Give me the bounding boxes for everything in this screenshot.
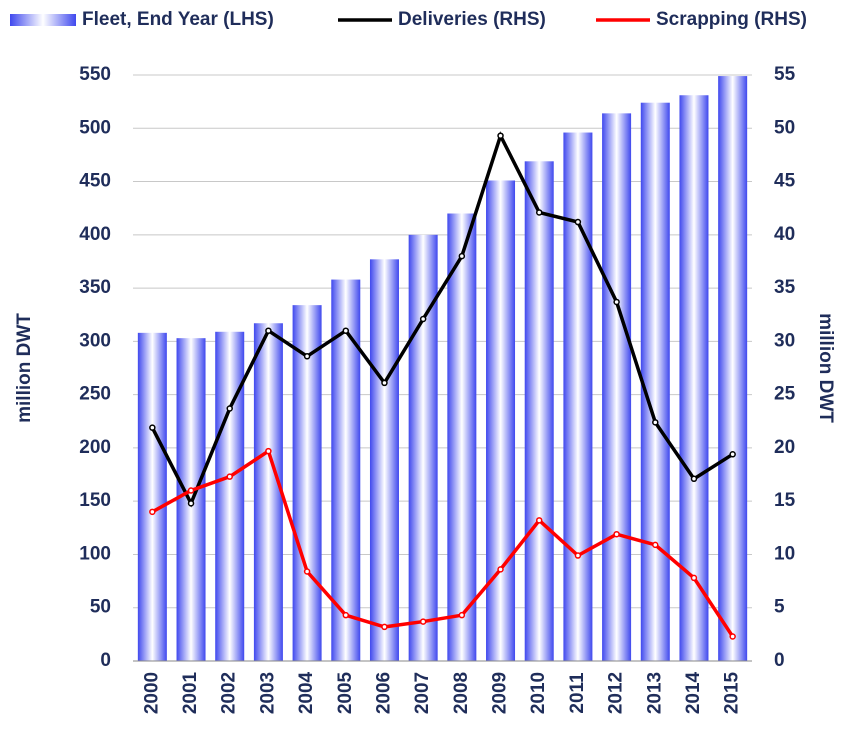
marker [265,447,272,455]
y2-tick-label: 55 [774,64,796,85]
x-tick-label: 2001 [180,671,201,714]
legend-label: Fleet, End Year (LHS) [82,9,274,30]
bar [563,132,593,661]
y-tick-label: 150 [79,490,111,511]
legend-swatch [10,14,76,26]
marker [458,611,466,619]
x-tick-label: 2013 [644,672,665,714]
x-tick-label: 2005 [335,671,356,714]
marker [652,419,659,426]
marker [303,353,311,360]
marker [342,327,350,334]
marker [381,623,388,631]
legend-label: Scrapping (RHS) [656,9,807,30]
y2-tick-label: 30 [774,330,795,351]
y-tick-label: 550 [79,64,111,85]
x-tick-label: 2014 [683,671,704,714]
bar [718,76,748,662]
marker [574,552,582,559]
bar [215,331,245,661]
marker [535,209,543,216]
marker [226,473,233,480]
x-tick-label: 2006 [373,672,394,714]
y-tick-label: 450 [79,171,111,192]
x-tick-label: 2010 [528,672,549,714]
y-tick-label: 200 [79,437,111,458]
x-tick-label: 2009 [490,672,511,714]
y-tick-label: 350 [79,277,111,298]
x-tick-label: 2011 [567,672,588,714]
marker [690,574,698,582]
marker [265,327,272,334]
marker [342,611,350,619]
y-tick-label: 250 [79,384,111,405]
bar [524,161,554,661]
bar [640,102,670,661]
bar [137,332,167,661]
bar [253,323,283,661]
y2-tick-label: 10 [774,543,795,564]
y-tick-label: 0 [100,650,111,671]
marker [381,379,388,387]
bar [292,305,322,661]
bar [679,95,709,661]
y-tick-label: 500 [79,117,111,138]
marker [497,132,504,139]
y-tick-label: 300 [79,330,111,351]
y2-tick-label: 40 [774,224,795,245]
marker [652,541,659,549]
line [151,448,735,638]
x-tick-label: 2015 [722,671,743,714]
marker [535,517,543,524]
bar [486,180,516,662]
marker [574,218,582,226]
y2-tick-label: 15 [774,490,796,511]
marker [613,530,620,538]
marker [226,405,233,412]
y-tick-label: 100 [79,543,111,564]
marker [419,315,427,323]
y2-tick-label: 0 [774,650,785,671]
y-tick-label: 50 [90,597,111,618]
y2-axis-label: million DWT [815,313,836,423]
y2-tick-label: 25 [774,384,796,405]
y2-tick-label: 20 [774,437,795,458]
bar [369,259,399,661]
y2-tick-label: 45 [774,171,796,192]
x-tick-label: 2000 [141,672,162,714]
marker [729,451,736,458]
bar [447,213,477,661]
y-axis-label: million DWT [14,313,35,423]
marker [729,633,736,640]
marker [303,568,311,575]
marker [497,566,504,573]
bar [602,113,632,661]
legend-label: Deliveries (RHS) [398,9,546,30]
marker [458,252,466,260]
y2-tick-label: 35 [774,277,796,298]
y2-tick-label: 50 [774,117,795,138]
y2-tick-label: 5 [774,597,785,618]
marker [187,500,195,507]
y-tick-label: 400 [79,224,111,245]
bar [408,234,438,661]
x-tick-label: 2012 [606,672,627,714]
marker [149,424,156,431]
marker [690,475,698,483]
x-tick-label: 2004 [296,671,317,714]
x-tick-label: 2002 [219,672,240,714]
marker [187,487,195,494]
marker [149,508,156,516]
x-tick-label: 2007 [412,672,433,714]
x-tick-label: 2008 [451,672,472,714]
line [150,131,734,508]
marker [613,298,620,306]
marker [419,618,427,625]
x-tick-label: 2003 [257,672,278,714]
